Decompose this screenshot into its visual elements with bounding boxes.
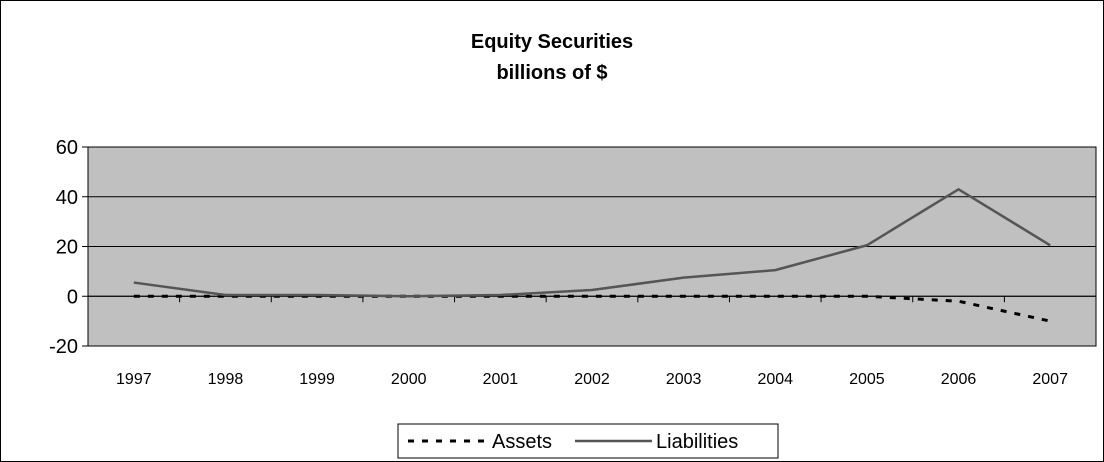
x-tick-label-2003: 2003 [666, 371, 702, 388]
y-tick-label-20: 20 [56, 237, 78, 259]
legend: Assets Liabilities [397, 423, 779, 459]
y-axis-ticks: -20 0 20 40 60 [49, 137, 88, 358]
chart-title: Equity Securities [471, 31, 633, 53]
x-tick-label-2004: 2004 [757, 371, 793, 388]
x-tick-label-2006: 2006 [941, 371, 977, 388]
x-tick-label-1999: 1999 [299, 371, 335, 388]
x-tick-label-1998: 1998 [208, 371, 244, 388]
x-tick-label-1997: 1997 [116, 371, 152, 388]
x-tick-label-2002: 2002 [574, 371, 610, 388]
chart-subtitle: billions of $ [496, 62, 607, 84]
y-tick-label-40: 40 [56, 187, 78, 209]
y-tick-label-60: 60 [56, 137, 78, 159]
y-tick-label--20: -20 [49, 336, 78, 358]
x-tick-label-2000: 2000 [391, 371, 427, 388]
series-line-liabilities [133, 188, 1051, 298]
legend-liabilities-label: Liabilities [656, 431, 738, 453]
x-tick-label-2005: 2005 [849, 371, 885, 388]
legend-assets-label: Assets [492, 431, 552, 453]
x-tick-label-2007: 2007 [1032, 371, 1068, 388]
x-tick-label-2001: 2001 [483, 371, 519, 388]
series-lines [133, 188, 1051, 323]
y-tick-label-0: 0 [67, 286, 78, 308]
x-axis-ticks: 1997 1998 1999 2000 2001 2002 2003 2004 2005 2006… [116, 371, 1068, 388]
